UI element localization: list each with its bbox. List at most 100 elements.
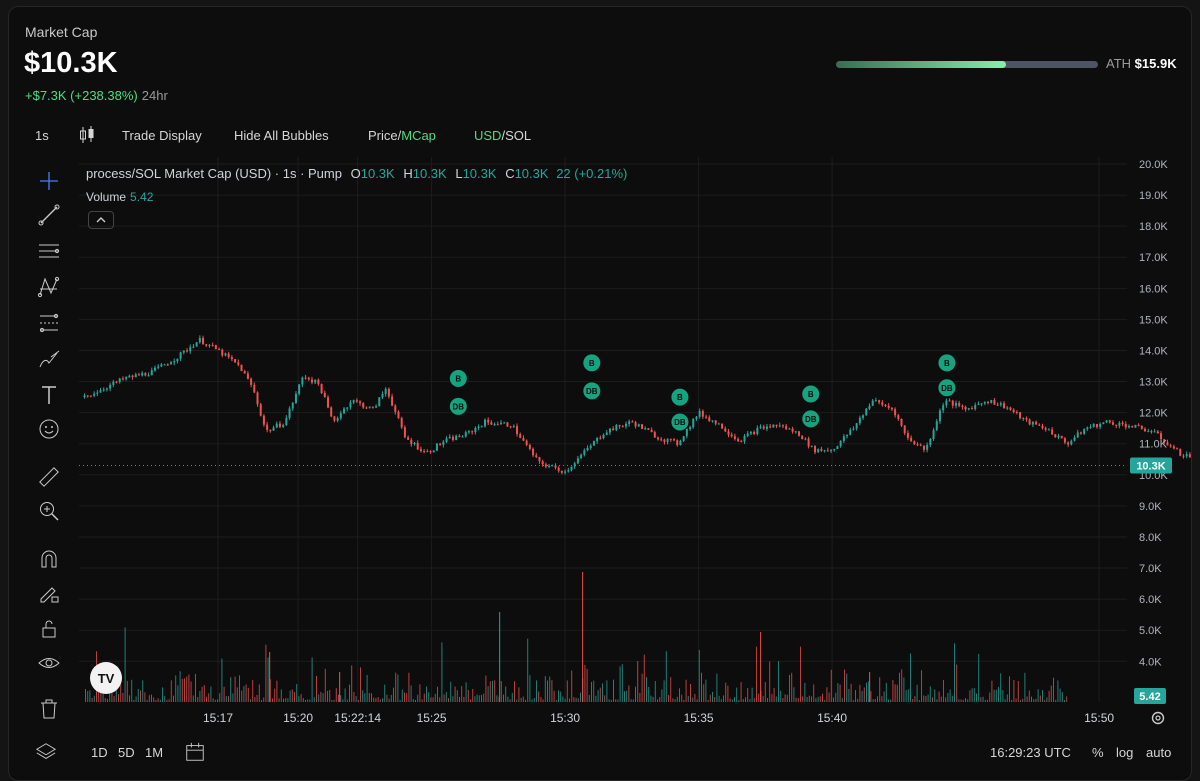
trade-bubble-label: DB [453,402,465,411]
volume-bar [687,695,689,702]
volume-bar [322,693,324,702]
candle-body [1070,440,1073,445]
usd-sol-toggle[interactable]: USD/SOL [474,128,531,143]
utc-clock[interactable]: 16:29:23 UTC [990,745,1071,760]
trash-icon[interactable] [29,695,69,723]
volume-bar [503,694,504,702]
zoom-icon[interactable] [29,497,69,525]
range-1d-button[interactable]: 1D [91,745,108,760]
log-toggle[interactable]: log [1116,745,1134,760]
volume-bar [1050,685,1052,702]
candle-body [916,444,919,446]
trendline-icon[interactable] [29,201,69,229]
volume-bar [588,695,590,702]
candle-body [230,357,233,360]
volume-bar [529,675,531,702]
text-icon[interactable] [29,381,69,409]
legend-close-key: C [505,166,515,181]
hide-bubbles-button[interactable]: Hide All Bubbles [234,128,329,143]
volume-bar [338,694,339,702]
volume-bar [415,700,416,702]
candle-body [804,438,807,440]
candle-body [830,450,833,452]
volume-bar [553,690,555,702]
collapse-legend-button[interactable] [88,211,114,229]
candle-body [477,426,480,428]
volume-bar [384,684,386,702]
pattern-icon[interactable] [29,273,69,301]
candle-body [118,378,121,382]
tradingview-logo[interactable]: TV [90,662,122,694]
calendar-icon[interactable] [184,741,206,766]
volume-bar [445,692,447,702]
auto-toggle[interactable]: auto [1146,745,1172,760]
candle-body [942,405,945,411]
volume-bar [707,699,709,702]
volume-bar [890,699,892,702]
range-1m-button[interactable]: 1M [145,745,164,760]
volume-bar [881,696,883,702]
volume-legend: Volume 5.42 [86,190,153,204]
volume-bar [1020,700,1021,702]
ruler-icon[interactable] [29,463,69,491]
candle-body [474,427,477,433]
volume-bar [835,692,837,702]
volume-bar [599,687,601,702]
candle-body [820,448,823,451]
volume-bar [1033,699,1035,702]
crosshair-icon[interactable] [29,167,69,195]
legend-low: 10.3K [462,166,497,181]
eye-icon[interactable] [29,649,69,677]
range-5d-button[interactable]: 5D [118,745,135,760]
volume-bar [100,685,102,702]
fib-icon[interactable] [29,309,69,337]
volume-bar [698,650,700,702]
candle-body [640,424,643,429]
volume-bar [797,698,799,702]
candle-body [198,337,201,343]
price-chart[interactable]: BDBBDBBDBBDBBDBBDBBDBDB20.0K19.0K18.0K17… [9,7,1192,781]
volume-bar [923,695,925,702]
ath-value: $15.9K [1134,56,1177,71]
candle-type-icon[interactable] [78,125,96,148]
brush-icon[interactable] [29,345,69,373]
candle-body [1144,428,1147,432]
candle-body [410,439,413,445]
trade-bubble-label: B [808,390,814,399]
pencil-lock-icon[interactable] [29,579,69,607]
price-mcap-toggle[interactable]: Price/MCap [368,128,436,143]
volume-bar [1042,690,1043,702]
volume-bar [718,695,720,702]
percent-toggle[interactable]: % [1092,745,1104,760]
layers-icon[interactable] [35,741,57,766]
volume-bar [148,695,150,702]
settings-icon[interactable] [1151,711,1165,725]
parallel-lines-icon[interactable] [29,237,69,265]
volume-bar [472,688,474,702]
trade-bubble [582,353,602,373]
emoji-icon[interactable] [29,415,69,443]
volume-bar [1011,699,1013,702]
volume-bar [296,684,298,702]
volume-bar [551,680,553,702]
candle-body [1012,409,1015,413]
volume-bar [217,699,218,702]
candle-body [1067,442,1070,445]
volume-bar [448,698,449,702]
candle-body [387,388,390,397]
last-price-badge [1130,457,1172,474]
candle-body [246,373,249,379]
trade-display-button[interactable]: Trade Display [122,128,202,143]
volume-bar [969,690,971,702]
magnet-icon[interactable] [29,545,69,573]
candle-body [391,396,394,406]
interval-button[interactable]: 1s [35,128,49,143]
volume-bar [509,699,511,702]
candle-body [89,395,92,397]
volume-bar [340,695,342,702]
volume-bar [615,699,617,702]
lock-icon[interactable] [29,615,69,643]
volume-bar [848,689,850,702]
candle-body [557,467,560,471]
last-price-label: 10.3K [1136,460,1165,472]
